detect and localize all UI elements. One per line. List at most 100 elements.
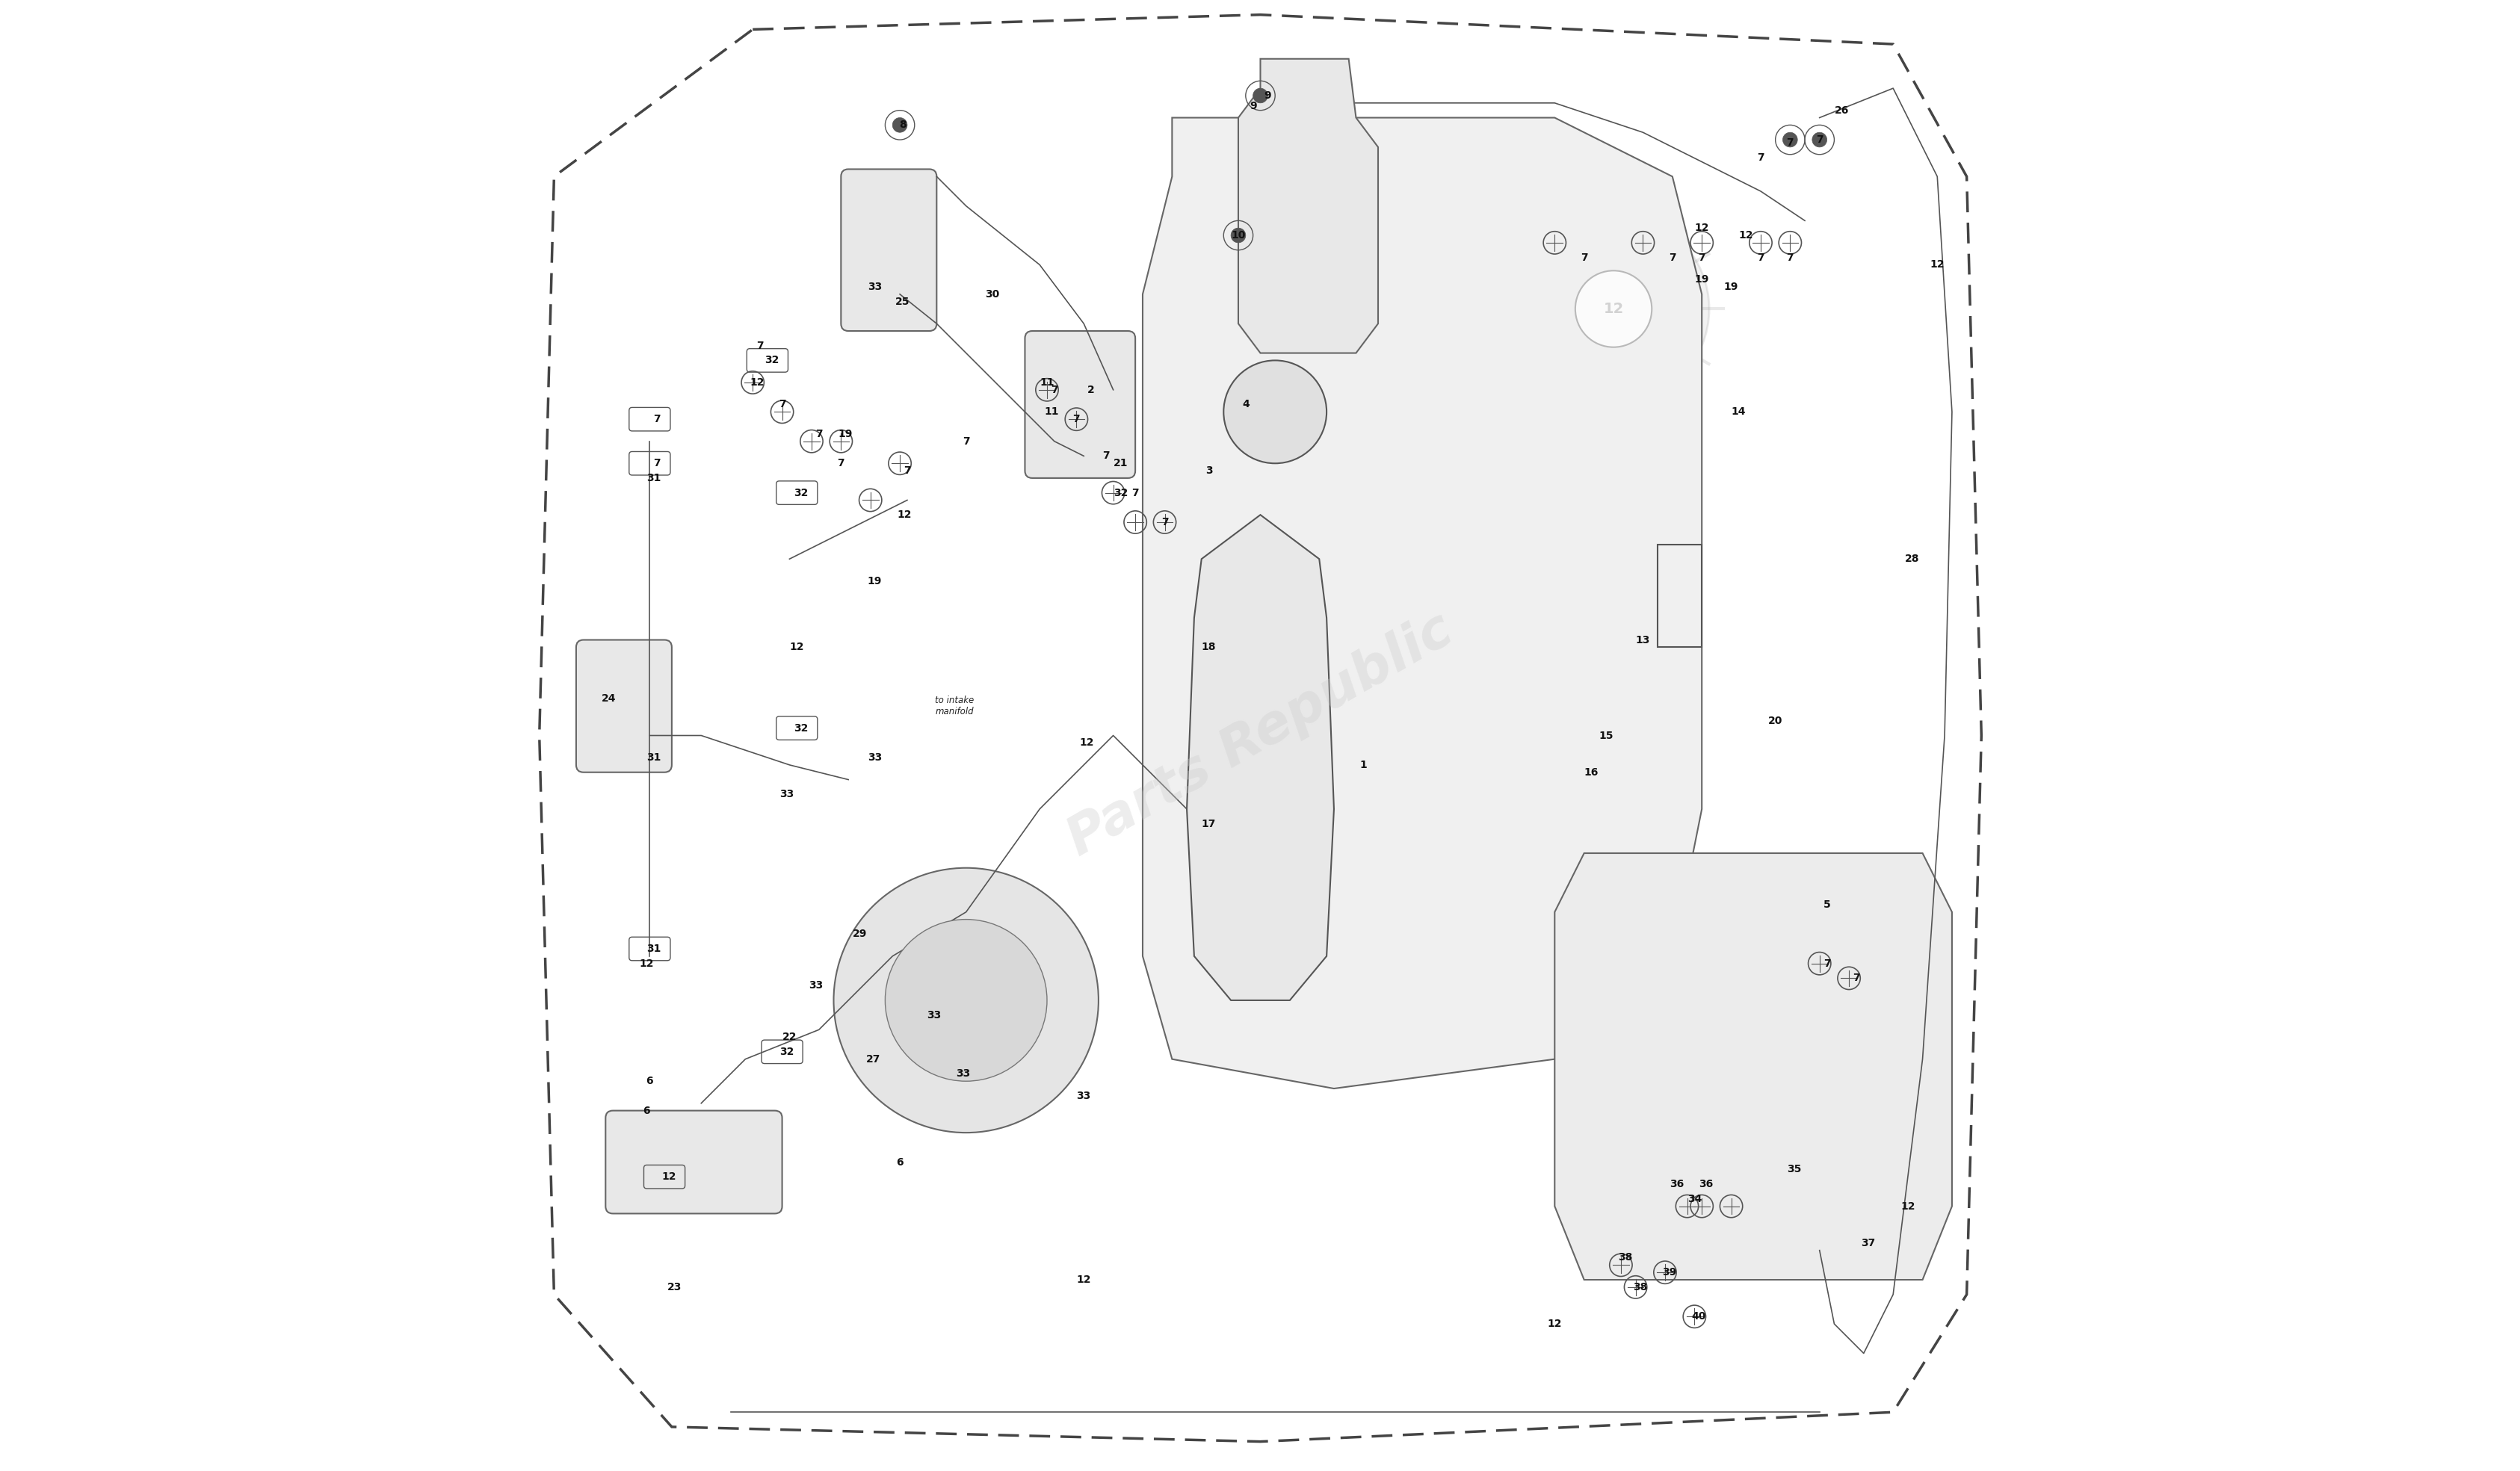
Circle shape xyxy=(1782,132,1797,147)
Text: 19: 19 xyxy=(839,428,852,440)
Text: 3: 3 xyxy=(1205,465,1212,477)
Polygon shape xyxy=(1555,853,1950,1280)
Text: 25: 25 xyxy=(895,296,910,307)
Text: 1: 1 xyxy=(1358,759,1366,771)
Text: 33: 33 xyxy=(779,788,794,800)
Text: 32: 32 xyxy=(794,487,809,499)
Text: 7: 7 xyxy=(1787,137,1794,149)
Text: 33: 33 xyxy=(1076,1090,1091,1102)
Text: 7: 7 xyxy=(1822,958,1830,969)
Text: 33: 33 xyxy=(867,752,882,763)
Text: 6: 6 xyxy=(645,1075,653,1087)
Text: 22: 22 xyxy=(781,1031,796,1043)
Text: 12: 12 xyxy=(1547,1318,1562,1330)
Text: 37: 37 xyxy=(1860,1237,1875,1249)
FancyBboxPatch shape xyxy=(605,1111,781,1214)
Text: 6: 6 xyxy=(643,1105,650,1116)
Text: 7: 7 xyxy=(653,457,660,469)
Text: 7: 7 xyxy=(902,465,910,477)
Circle shape xyxy=(885,919,1046,1081)
Text: 31: 31 xyxy=(648,752,660,763)
Text: 32: 32 xyxy=(764,355,779,366)
Text: 32: 32 xyxy=(794,722,809,734)
Text: 12: 12 xyxy=(1900,1200,1915,1212)
Polygon shape xyxy=(1187,515,1333,1000)
Text: 36: 36 xyxy=(1698,1178,1714,1190)
Text: 7: 7 xyxy=(1101,450,1109,462)
Text: 7: 7 xyxy=(1787,252,1794,263)
Text: 14: 14 xyxy=(1731,406,1746,418)
Text: 12: 12 xyxy=(660,1171,675,1183)
Text: 33: 33 xyxy=(809,980,824,991)
Text: 9: 9 xyxy=(1263,90,1270,101)
FancyBboxPatch shape xyxy=(1026,331,1134,478)
Text: 40: 40 xyxy=(1691,1311,1706,1322)
Text: 7: 7 xyxy=(1852,972,1860,984)
Text: 7: 7 xyxy=(1580,252,1588,263)
Text: 7: 7 xyxy=(1756,152,1764,163)
Text: 2: 2 xyxy=(1086,384,1094,396)
Text: 34: 34 xyxy=(1686,1193,1701,1205)
Text: 12: 12 xyxy=(1693,222,1709,234)
Circle shape xyxy=(892,118,907,132)
Text: 15: 15 xyxy=(1598,730,1613,741)
Text: 33: 33 xyxy=(927,1009,940,1021)
Circle shape xyxy=(1252,88,1268,103)
Text: 7: 7 xyxy=(1162,516,1167,528)
Text: 7: 7 xyxy=(1074,413,1079,425)
Text: 19: 19 xyxy=(1693,274,1709,285)
Text: 6: 6 xyxy=(897,1156,902,1168)
Text: 19: 19 xyxy=(1724,281,1739,293)
Circle shape xyxy=(834,868,1099,1133)
Text: 36: 36 xyxy=(1668,1178,1683,1190)
Text: 7: 7 xyxy=(963,435,970,447)
Text: Parts Republic: Parts Republic xyxy=(1058,605,1462,866)
Text: 7: 7 xyxy=(837,457,844,469)
Text: 32: 32 xyxy=(1114,487,1126,499)
Circle shape xyxy=(1517,213,1709,405)
Text: 7: 7 xyxy=(1814,134,1822,146)
Text: 31: 31 xyxy=(648,472,660,484)
Text: 27: 27 xyxy=(867,1053,879,1065)
Text: 7: 7 xyxy=(653,413,660,425)
Text: 20: 20 xyxy=(1767,715,1782,727)
Text: 12: 12 xyxy=(1076,1274,1091,1286)
Text: 12: 12 xyxy=(748,377,764,388)
Text: 7: 7 xyxy=(814,428,822,440)
Text: 33: 33 xyxy=(867,281,882,293)
Text: 7: 7 xyxy=(1756,252,1764,263)
Text: 7: 7 xyxy=(779,399,786,410)
Text: 12: 12 xyxy=(640,958,653,969)
Text: 12: 12 xyxy=(789,641,804,653)
Circle shape xyxy=(1222,360,1326,463)
Text: 26: 26 xyxy=(1835,104,1847,116)
Text: 11: 11 xyxy=(1038,377,1053,388)
Text: 13: 13 xyxy=(1635,634,1651,646)
Text: 29: 29 xyxy=(852,928,867,940)
Text: 38: 38 xyxy=(1618,1252,1633,1264)
Text: 12: 12 xyxy=(1930,259,1943,271)
Text: 4: 4 xyxy=(1242,399,1250,410)
Text: 31: 31 xyxy=(648,943,660,955)
Circle shape xyxy=(1230,228,1245,243)
Text: 12: 12 xyxy=(897,509,912,521)
Circle shape xyxy=(1575,271,1651,347)
Text: 24: 24 xyxy=(602,693,615,705)
Text: 7: 7 xyxy=(1668,252,1676,263)
Text: 12: 12 xyxy=(1739,229,1754,241)
Text: 21: 21 xyxy=(1114,457,1126,469)
Circle shape xyxy=(1812,132,1827,147)
Text: 5: 5 xyxy=(1822,899,1830,911)
Text: 18: 18 xyxy=(1202,641,1215,653)
Text: 10: 10 xyxy=(1230,229,1245,241)
FancyBboxPatch shape xyxy=(842,169,937,331)
Text: 12: 12 xyxy=(1603,302,1623,316)
Text: 9: 9 xyxy=(1250,100,1257,112)
Text: 7: 7 xyxy=(756,340,764,352)
Text: 32: 32 xyxy=(779,1046,794,1058)
Text: 7: 7 xyxy=(1051,384,1058,396)
Text: 12: 12 xyxy=(1079,737,1094,749)
Text: 7: 7 xyxy=(1698,252,1706,263)
Polygon shape xyxy=(1142,118,1701,1089)
Text: 7: 7 xyxy=(1131,487,1139,499)
